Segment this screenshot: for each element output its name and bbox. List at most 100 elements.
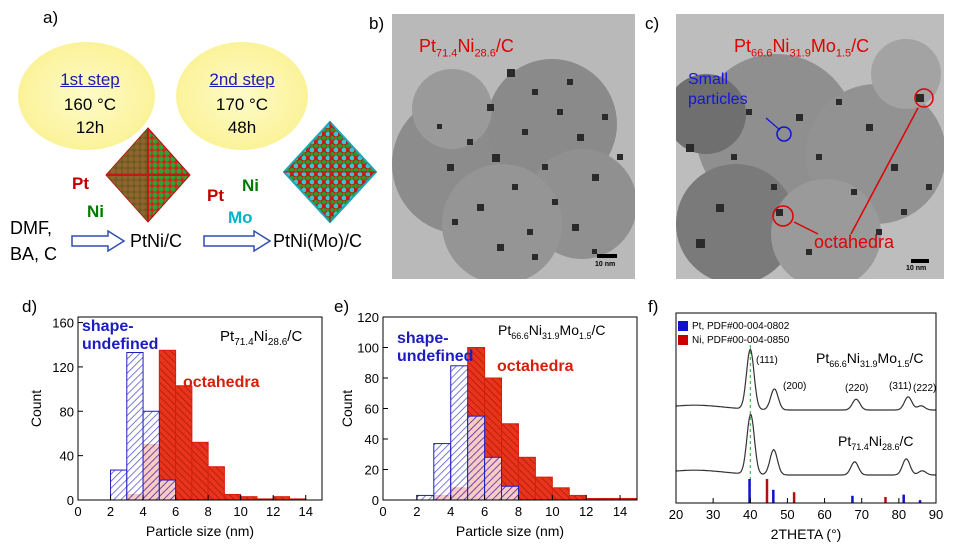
- reagents-line1: DMF,: [10, 218, 52, 238]
- chart-d-xtick-2: 2: [107, 504, 114, 519]
- chart-d-ytick-0: 0: [67, 493, 74, 508]
- chart-e-ytick-20: 20: [365, 463, 379, 478]
- element-ni-2: Ni: [242, 176, 259, 195]
- chart-d-xtick-4: 4: [139, 504, 146, 519]
- xrd-peak-220: (220): [845, 383, 869, 394]
- step1-title: 1st step: [60, 70, 120, 89]
- chart-e-legend-octahedra: octahedra: [497, 358, 574, 375]
- chart-d-ytick-80: 80: [60, 404, 74, 419]
- tem-ptnimo-scalebar-label: 10 nm: [906, 265, 927, 272]
- chart-e-axes: 0 2 4 6 8 10 12 14 0 20 40 60 80 100 120 Particle size …: [340, 310, 638, 539]
- xrd-frame: [675, 312, 937, 504]
- chart-e-ytick-120: 120: [357, 310, 379, 325]
- chart-e-ytick-60: 60: [365, 402, 379, 417]
- legend-swatch-pt-icon: [678, 321, 688, 332]
- xrd-peak-111: (111): [756, 355, 778, 366]
- chart-d-bar-octahedra-8: [207, 466, 225, 501]
- xrd-peak-222: (222): [913, 383, 937, 394]
- chart-d-xtick-6: 6: [172, 504, 179, 519]
- panel-label-f: f): [648, 297, 659, 316]
- chart-d-bar-shape-undefined-4: [142, 410, 160, 501]
- tem-ptnimo-title: Pt66.6Ni31.9Mo1.5/C: [734, 36, 870, 60]
- chart-e-ytick-40: 40: [365, 432, 379, 447]
- chart-e-bar-shape-undefined-6: [484, 456, 503, 501]
- chart-d-bar-shape-undefined-5: [158, 479, 177, 501]
- chart-d-bar-octahedra-9: [223, 493, 242, 501]
- xrd-xtick-30: 30: [706, 507, 720, 522]
- chart-d-xtick-14: 14: [298, 504, 312, 519]
- chart-d-bar-octahedra-6: [175, 385, 193, 501]
- panel-label-b: b): [369, 14, 385, 33]
- step2-time: 48h: [227, 118, 257, 137]
- chart-e-xtick-12: 12: [579, 504, 593, 519]
- tem-ptnimo-particles: [686, 94, 932, 255]
- xrd-xtick-80: 80: [892, 507, 906, 522]
- chart-e-xtick-14: 14: [613, 504, 627, 519]
- tem-ptnimo-texture: [676, 14, 944, 279]
- xrd-peak-311: (311): [889, 381, 912, 392]
- xrd-xtick-60: 60: [817, 507, 831, 522]
- panel-label-c: c): [645, 14, 660, 33]
- chart-e-bar-shape-undefined-2: [416, 494, 435, 501]
- product-label: PtNi(Mo)/C: [273, 231, 362, 251]
- step1-time: 12h: [75, 118, 105, 137]
- chart-d-xtick-10: 10: [233, 504, 247, 519]
- xrd-series-label-ptni: Pt71.4Ni28.6/C: [838, 433, 914, 452]
- chart-e-bar-shape-undefined-7: [501, 485, 519, 501]
- xrd-xlabel: 2THETA (°): [771, 526, 842, 542]
- chart-e-ylabel: Count: [340, 390, 355, 427]
- chart-e-ytick-80: 80: [365, 371, 379, 386]
- chart-e-ytick-100: 100: [357, 341, 379, 356]
- step2-bubble: [176, 42, 308, 150]
- chart-e-bar-octahedra-10: [551, 487, 570, 501]
- xrd-xtick-70: 70: [854, 507, 868, 522]
- chart-e-bar-shape-undefined-5: [467, 415, 486, 501]
- chart-e-xlabel: Particle size (nm): [456, 523, 564, 539]
- chart-d-bar-octahedra-7: [191, 441, 209, 501]
- chart-f-axes: 20 30 40 50 60 70 80 90 2THETA (°): [669, 312, 943, 542]
- xrd-curve-0: [675, 347, 936, 411]
- chart-d-ytick-120: 120: [52, 360, 74, 375]
- tem-small-particles-label: Small particles: [688, 71, 748, 108]
- xrd-legend-ni: Ni, PDF#00-004-0850: [678, 334, 789, 348]
- chart-e-xtick-2: 2: [413, 504, 420, 519]
- element-pt-1: Pt: [72, 174, 89, 193]
- xrd-pattern-chart: 20 30 40 50 60 70 80 90 2THETA (°): [669, 312, 943, 542]
- chart-d-bar-shape-undefined-3: [126, 351, 144, 501]
- xrd-legend-pt: Pt, PDF#00-004-0802: [678, 320, 789, 334]
- chart-e-xtick-6: 6: [481, 504, 488, 519]
- tem-image-ptni: Pt71.4Ni28.6/C 10 nm: [392, 14, 635, 279]
- step2-title: 2nd step: [209, 70, 275, 89]
- chart-d-legend-undefined: shape-undefined: [82, 318, 159, 353]
- element-mo-2: Mo: [228, 208, 253, 227]
- panel-label-e: e): [334, 297, 350, 316]
- tem-ptni-title: Pt71.4Ni28.6/C: [419, 36, 514, 60]
- chart-d-frame: [77, 316, 323, 501]
- panel-label-d: d): [22, 297, 38, 316]
- ptni-octahedron-image: [105, 127, 191, 223]
- chart-e-legend-undefined: shape-undefined: [397, 330, 474, 365]
- tem-ptni-texture: [392, 14, 635, 279]
- element-ni-1: Ni: [87, 202, 104, 221]
- chart-d-bars: [110, 349, 307, 501]
- histogram-ptni: 0 2 4 6 8 10 12 14 0 40 80 120 160 Particle size (nm)…: [28, 316, 323, 539]
- step1-temp: 160 °C: [63, 95, 117, 114]
- reagents-line2: BA, C: [10, 244, 58, 264]
- arrow-step1-icon: [71, 230, 126, 252]
- chart-d-ytick-160: 160: [52, 316, 74, 331]
- chart-e-xtick-4: 4: [447, 504, 454, 519]
- chart-e-bar-shape-undefined-4: [450, 365, 469, 501]
- chart-d-legend-octahedra: octahedra: [183, 374, 260, 391]
- xrd-xtick-90: 90: [929, 507, 943, 522]
- chart-d-ylabel: Count: [28, 390, 44, 427]
- chart-d-xtick-12: 12: [266, 504, 280, 519]
- xrd-peak-200: (200): [783, 381, 807, 392]
- chart-e-xtick-8: 8: [515, 504, 522, 519]
- tem-ptni-particles: [437, 69, 623, 260]
- xrd-xtick-20: 20: [669, 507, 683, 522]
- chart-e-composition: Pt66.6Ni31.9Mo1.5/C: [498, 322, 606, 341]
- chart-e-bar-octahedra-9: [534, 476, 553, 501]
- legend-swatch-ni-icon: [678, 335, 688, 346]
- chart-d-xtick-0: 0: [74, 504, 81, 519]
- chart-e-bar-shape-undefined-3: [433, 443, 452, 501]
